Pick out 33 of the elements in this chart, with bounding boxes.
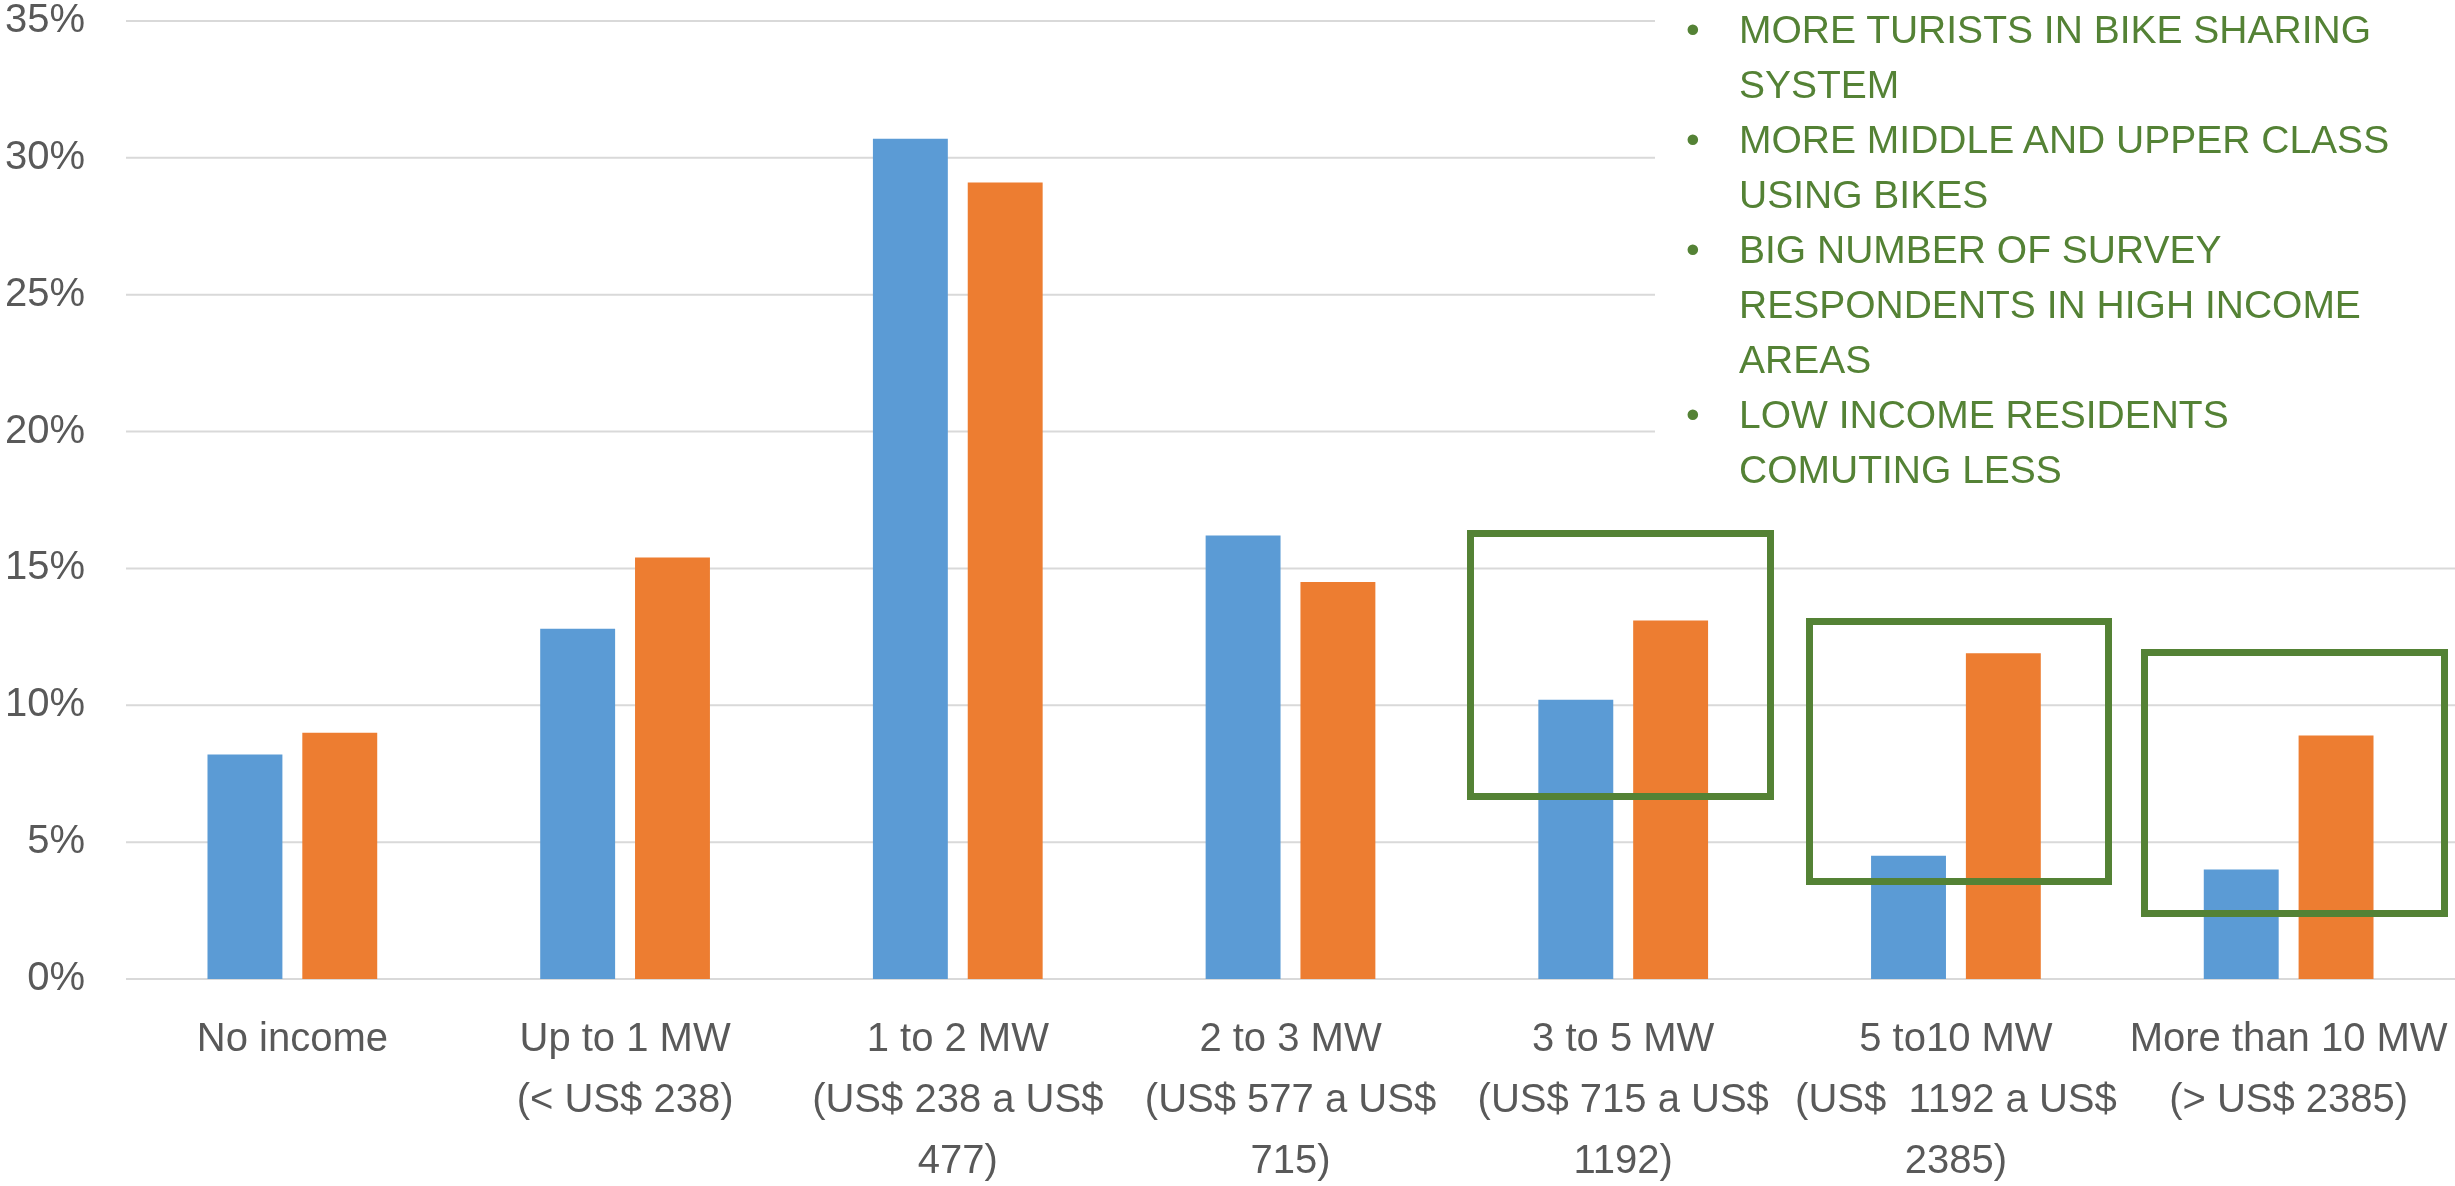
x-tick-label: 3 to 5 MW (US$ 715 a US$ 1192) [1477, 1015, 1769, 1182]
bar [1871, 855, 1946, 979]
annotation: • MORE MIDDLE AND UPPER CLASS USING BIKES [1686, 117, 2391, 218]
bar [1300, 582, 1376, 979]
bar [2298, 735, 2374, 979]
bar [2203, 869, 2279, 979]
y-tick-label: 5% [27, 817, 85, 862]
x-tick-label: More than 10 MW (> US$ 2385) [2129, 1015, 2448, 1121]
y-tick-label: 0% [27, 954, 85, 999]
y-tick-label: 10% [4, 680, 85, 725]
bar [1633, 620, 1709, 979]
bar [302, 732, 378, 979]
bar [1965, 653, 2041, 979]
x-tick-label: 1 to 2 MW (US$ 238 a US$ 477) [812, 1015, 1104, 1182]
annotation: • LOW INCOME RESIDENTS COMUTING LESS [1686, 392, 2230, 493]
bar [1538, 699, 1614, 979]
y-tick-label: 25% [4, 269, 85, 314]
annotation: • MORE TURISTS IN BIKE SHARING SYSTEM [1686, 7, 2373, 108]
x-tick-label: 2 to 3 MW (US$ 577 a US$ 715) [1144, 1015, 1437, 1182]
y-tick-label: 35% [4, 0, 85, 41]
bar [872, 138, 948, 979]
y-tick-label: 20% [4, 406, 85, 451]
x-tick-label: Up to 1 MW (< US$ 238) [516, 1015, 734, 1121]
bar [967, 182, 1043, 979]
annotation: • BIG NUMBER OF SURVEY RESPONDENTS IN HIGH INCOME AREAS [1686, 227, 2362, 383]
y-tick-label: 30% [4, 132, 85, 177]
bar [540, 628, 616, 979]
x-tick-label: No income [196, 1015, 388, 1060]
bar [1205, 535, 1281, 979]
bar [207, 754, 283, 979]
y-tick-label: 15% [4, 543, 85, 588]
bar [635, 557, 710, 979]
x-tick-label: 5 to10 MW (US$ 1192 a US$ 2385) [1795, 1015, 2117, 1182]
